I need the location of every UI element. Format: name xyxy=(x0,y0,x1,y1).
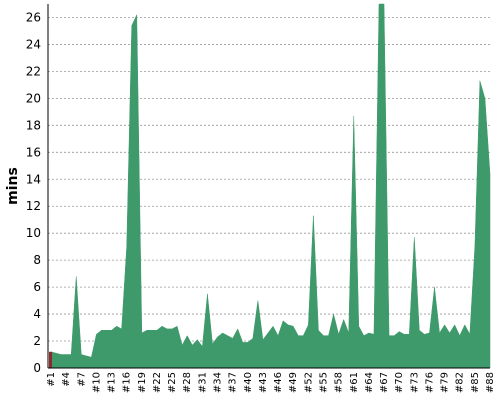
x-tick-label: #85 xyxy=(470,372,481,393)
x-tick-label: #88 xyxy=(485,372,496,393)
x-tick-label: #55 xyxy=(318,372,329,393)
x-tick-label: #4 xyxy=(61,372,72,387)
area-fill xyxy=(50,3,491,369)
highlight-bar xyxy=(49,351,52,368)
x-tick-label: #1 xyxy=(46,372,57,387)
y-tick-label: 12 xyxy=(26,199,41,213)
y-tick-label: 26 xyxy=(26,10,41,24)
x-tick-label: #76 xyxy=(424,372,435,393)
x-tick-label: #37 xyxy=(228,372,239,393)
y-tick-label: 24 xyxy=(26,37,41,51)
x-tick-label: #40 xyxy=(243,372,254,393)
y-tick-label: 8 xyxy=(33,253,41,267)
x-tick-label: #67 xyxy=(379,372,390,393)
y-tick-label: 14 xyxy=(26,172,41,186)
x-tick-label: #7 xyxy=(76,372,87,387)
x-tick-label: #73 xyxy=(409,372,420,393)
y-axis-label: mins xyxy=(5,167,21,205)
x-tick-label: #61 xyxy=(349,372,360,393)
y-tick-label: 22 xyxy=(26,64,41,78)
y-tick-label: 16 xyxy=(26,145,41,159)
x-tick-labels: #1 #4 #7 #10 #13 #16 #19 #22 #25 #28 #31 #34 #37 #40 #… xyxy=(46,372,496,393)
x-tick-label: #49 xyxy=(288,372,299,393)
y-tick-label: 0 xyxy=(33,361,41,375)
x-tick-label: #19 xyxy=(137,372,148,393)
area-series xyxy=(49,3,491,369)
x-tick-label: #31 xyxy=(197,372,208,393)
y-tick-label: 2 xyxy=(33,334,41,348)
y-tick-label: 20 xyxy=(26,91,41,105)
x-tick-label: #79 xyxy=(440,372,451,393)
x-tick-label: #28 xyxy=(182,372,193,393)
x-tick-label: #25 xyxy=(167,372,178,393)
x-tick-label: #34 xyxy=(213,372,224,393)
grid-lines xyxy=(48,17,490,342)
y-tick-label: 18 xyxy=(26,118,41,132)
y-tick-label: 10 xyxy=(26,226,41,240)
x-tick-label: #16 xyxy=(122,372,133,393)
x-tick-label: #10 xyxy=(91,372,102,393)
axes xyxy=(47,4,490,369)
x-tick-label: #70 xyxy=(394,372,405,393)
x-tick-label: #46 xyxy=(273,372,284,393)
x-tick-label: #22 xyxy=(152,372,163,393)
x-tick-label: #64 xyxy=(364,372,375,393)
x-tick-label: #82 xyxy=(455,372,466,393)
x-tick-label: #43 xyxy=(258,372,269,393)
x-tick-label: #13 xyxy=(107,372,118,393)
x-tick-label: #58 xyxy=(334,372,345,393)
y-tick-label: 4 xyxy=(33,307,41,321)
y-tick-label: 6 xyxy=(33,280,41,294)
x-tick-label: #52 xyxy=(303,372,314,393)
